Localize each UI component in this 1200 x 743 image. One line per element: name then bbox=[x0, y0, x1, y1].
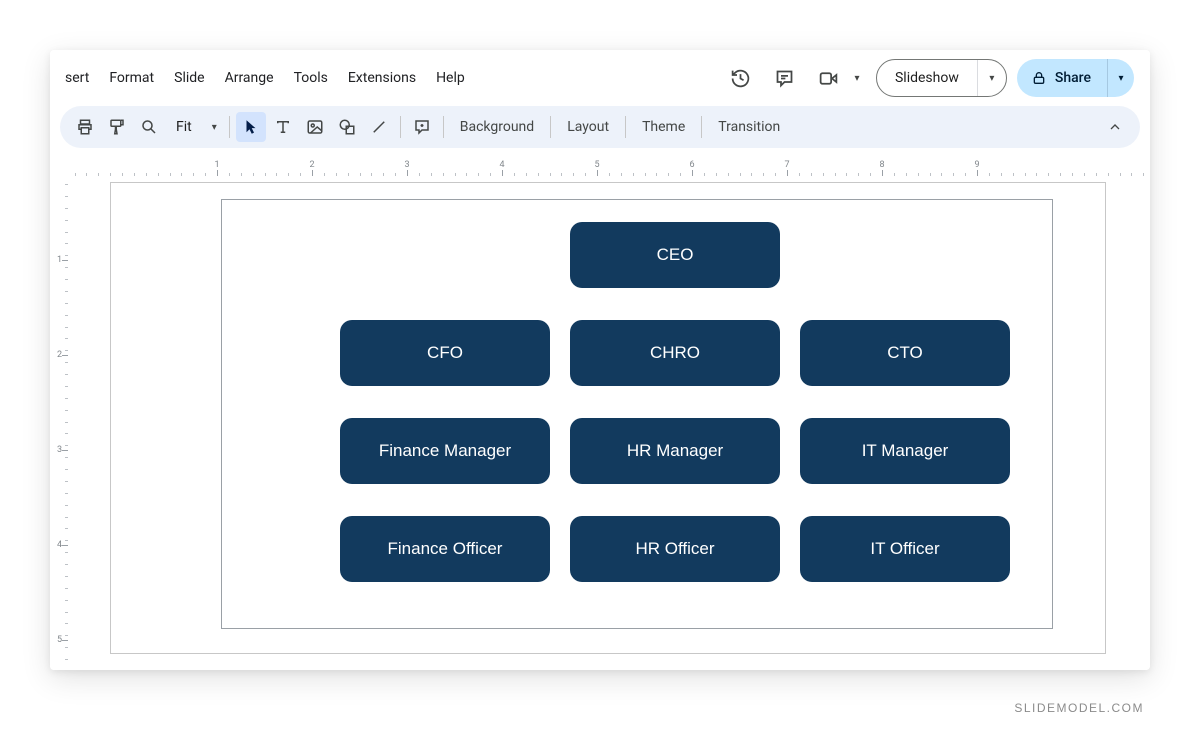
ruler-label: 3 bbox=[404, 160, 409, 170]
org-node-it-manager[interactable]: IT Manager bbox=[800, 418, 1010, 484]
slideshow-caret[interactable]: ▾ bbox=[978, 60, 1006, 96]
slideshow-group: Slideshow ▾ bbox=[876, 59, 1007, 97]
menu-extensions[interactable]: Extensions bbox=[339, 64, 425, 92]
comment-add-icon[interactable] bbox=[407, 112, 437, 142]
org-node-ceo[interactable]: CEO bbox=[570, 222, 780, 288]
topbar: sert Format Slide Arrange Tools Extensio… bbox=[50, 50, 1150, 106]
print-icon[interactable] bbox=[70, 112, 100, 142]
toolbar-separator bbox=[625, 116, 626, 138]
ruler-label: 6 bbox=[689, 160, 694, 170]
menu-slide[interactable]: Slide bbox=[165, 64, 213, 92]
workspace: 1 2 3 4 5 6 7 8 9 1 2 3 4 5 CEO CFO CHRO CTO Finance Man… bbox=[50, 158, 1150, 670]
body-row: 1 2 3 4 5 CEO CFO CHRO CTO Finance Manager HR Man… bbox=[50, 176, 1150, 670]
zoom-dropdown[interactable]: Fit ▾ bbox=[166, 119, 223, 135]
meet-button[interactable]: ▾ bbox=[812, 61, 866, 95]
toolbar-separator bbox=[443, 116, 444, 138]
slide-outer-bounds: CEO CFO CHRO CTO Finance Manager HR Manager IT… bbox=[110, 182, 1106, 654]
transition-button[interactable]: Transition bbox=[708, 112, 790, 142]
slide[interactable]: CEO CFO CHRO CTO Finance Manager HR Manager IT… bbox=[221, 199, 1053, 629]
org-node-cfo[interactable]: CFO bbox=[340, 320, 550, 386]
menu-format[interactable]: Format bbox=[100, 64, 163, 92]
toolbar-separator bbox=[550, 116, 551, 138]
ruler-label: 3 bbox=[57, 445, 62, 455]
org-node-hr-manager[interactable]: HR Manager bbox=[570, 418, 780, 484]
menu-tools[interactable]: Tools bbox=[285, 64, 337, 92]
ruler-label: 8 bbox=[879, 160, 884, 170]
shape-icon[interactable] bbox=[332, 112, 362, 142]
textbox-icon[interactable] bbox=[268, 112, 298, 142]
paint-format-icon[interactable] bbox=[102, 112, 132, 142]
org-node-chro[interactable]: CHRO bbox=[570, 320, 780, 386]
menu-insert[interactable]: sert bbox=[56, 64, 98, 92]
share-label: Share bbox=[1055, 70, 1091, 86]
video-icon bbox=[812, 61, 846, 95]
ruler-label: 1 bbox=[214, 160, 219, 170]
theme-button[interactable]: Theme bbox=[632, 112, 695, 142]
org-node-cto[interactable]: CTO bbox=[800, 320, 1010, 386]
ruler-label: 1 bbox=[57, 255, 62, 265]
share-caret[interactable]: ▾ bbox=[1108, 59, 1134, 97]
ruler-label: 2 bbox=[309, 160, 314, 170]
org-node-finance-officer[interactable]: Finance Officer bbox=[340, 516, 550, 582]
app-frame: sert Format Slide Arrange Tools Extensio… bbox=[50, 50, 1150, 670]
collapse-toolbar-icon[interactable] bbox=[1100, 112, 1130, 142]
toolbar-separator bbox=[400, 116, 401, 138]
toolbar-separator bbox=[229, 116, 230, 138]
toolbar: Fit ▾ Background Layout Theme Transition bbox=[60, 106, 1140, 148]
layout-button[interactable]: Layout bbox=[557, 112, 619, 142]
share-button[interactable]: Share bbox=[1017, 59, 1108, 97]
org-node-hr-officer[interactable]: HR Officer bbox=[570, 516, 780, 582]
menu-arrange[interactable]: Arrange bbox=[216, 64, 283, 92]
toolbar-separator bbox=[701, 116, 702, 138]
history-icon[interactable] bbox=[724, 61, 758, 95]
canvas-area[interactable]: CEO CFO CHRO CTO Finance Manager HR Manager IT… bbox=[68, 176, 1150, 670]
background-button[interactable]: Background bbox=[450, 112, 544, 142]
horizontal-ruler: 1 2 3 4 5 6 7 8 9 bbox=[68, 158, 1150, 176]
zoom-label: Fit bbox=[172, 119, 208, 135]
chevron-down-icon: ▾ bbox=[212, 122, 217, 133]
share-group: Share ▾ bbox=[1017, 59, 1134, 97]
menu-help[interactable]: Help bbox=[427, 64, 474, 92]
vertical-ruler: 1 2 3 4 5 bbox=[50, 176, 68, 670]
ruler-label: 4 bbox=[499, 160, 504, 170]
ruler-label: 4 bbox=[57, 540, 62, 550]
comment-icon[interactable] bbox=[768, 61, 802, 95]
select-tool-icon[interactable] bbox=[236, 112, 266, 142]
image-icon[interactable] bbox=[300, 112, 330, 142]
menu-bar: sert Format Slide Arrange Tools Extensio… bbox=[50, 64, 474, 92]
watermark: SLIDEMODEL.COM bbox=[1014, 701, 1144, 715]
line-icon[interactable] bbox=[364, 112, 394, 142]
top-actions: ▾ Slideshow ▾ Share ▾ bbox=[724, 59, 1134, 97]
org-node-finance-manager[interactable]: Finance Manager bbox=[340, 418, 550, 484]
lock-icon bbox=[1031, 70, 1047, 86]
zoom-icon[interactable] bbox=[134, 112, 164, 142]
ruler-label: 2 bbox=[57, 350, 62, 360]
ruler-label: 9 bbox=[974, 160, 979, 170]
org-node-it-officer[interactable]: IT Officer bbox=[800, 516, 1010, 582]
ruler-label: 5 bbox=[57, 635, 62, 645]
ruler-label: 5 bbox=[594, 160, 599, 170]
slideshow-button[interactable]: Slideshow bbox=[877, 60, 978, 96]
ruler-label: 7 bbox=[784, 160, 789, 170]
chevron-down-icon: ▾ bbox=[848, 73, 866, 84]
